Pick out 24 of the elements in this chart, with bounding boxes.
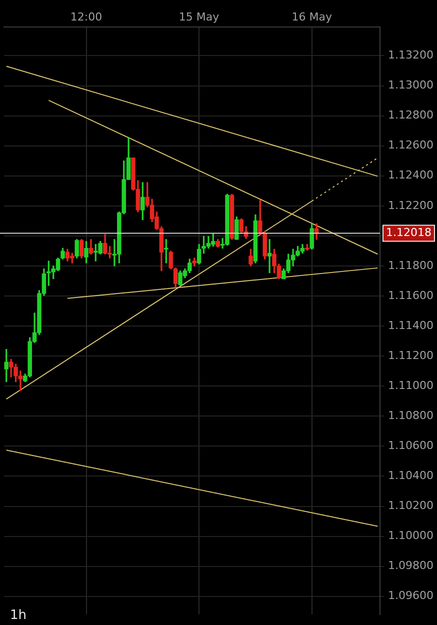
- y-tick-label: 1.09800: [388, 559, 434, 572]
- y-tick-label: 1.11200: [388, 348, 434, 362]
- y-tick-label: 1.10200: [388, 499, 434, 512]
- y-tick-label: 1.09600: [388, 589, 434, 602]
- y-tick-label: 1.10800: [388, 409, 434, 422]
- y-tick-label: 1.12600: [388, 138, 434, 152]
- y-tick-label: 1.12800: [388, 108, 434, 122]
- y-tick-label: 1.10600: [388, 439, 434, 452]
- y-tick-label: 1.10400: [388, 469, 434, 482]
- y-tick-label: 1.13200: [388, 48, 434, 62]
- x-tick-label: 16 May: [292, 10, 332, 24]
- y-tick-label: 1.13000: [388, 78, 434, 92]
- x-tick-label: 15 May: [178, 10, 220, 24]
- ref-line-label: 1.12018: [386, 226, 432, 240]
- y-tick-label: 1.11000: [388, 378, 434, 392]
- y-tick-label: 1.11600: [388, 288, 434, 302]
- y-tick-label: 1.12400: [388, 168, 434, 182]
- candlestick: [267, 239, 272, 274]
- y-tick-label: 1.11800: [388, 258, 434, 272]
- y-tick-label: 1.11400: [388, 318, 434, 332]
- annotation: 1h: [10, 608, 27, 623]
- y-tick-label: 1.12200: [388, 198, 434, 212]
- y-tick-label: 1.10000: [388, 529, 434, 542]
- x-tick-label: 12:00: [70, 10, 102, 24]
